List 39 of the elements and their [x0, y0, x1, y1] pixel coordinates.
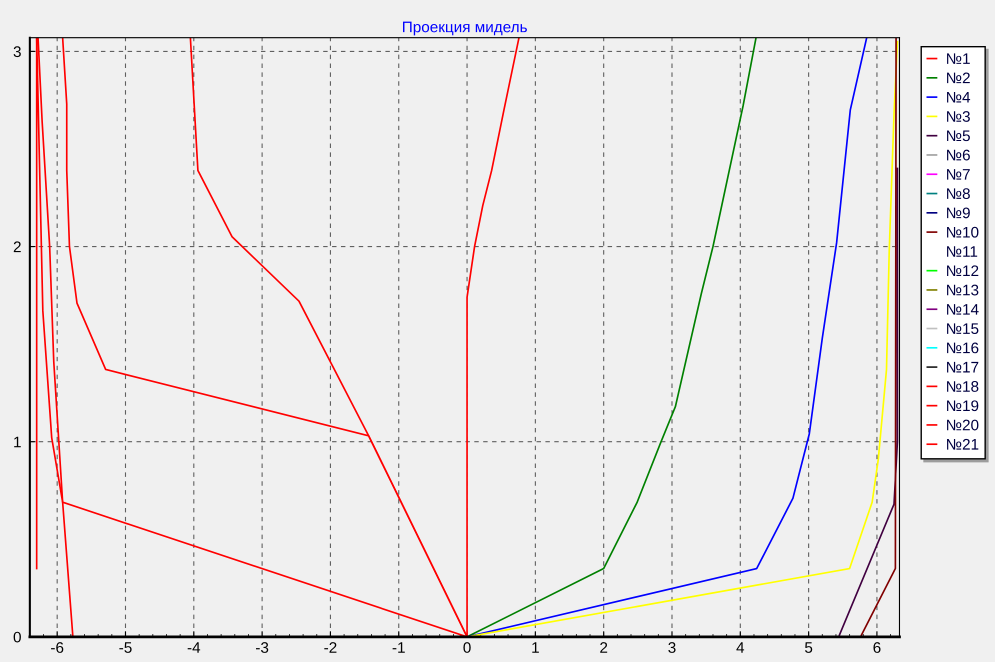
legend-label: №12	[947, 265, 978, 276]
legend-label: №4	[947, 92, 970, 102]
x-tick-label: -2	[324, 642, 336, 653]
y-tick-label: 2	[14, 241, 21, 252]
x-tick-label: 3	[668, 642, 676, 653]
x-tick-label: -6	[51, 642, 64, 653]
x-tick-label: 2	[600, 642, 608, 653]
legend-label: №20	[947, 420, 978, 430]
legend-label: №21	[947, 438, 978, 450]
legend-label: №16	[947, 342, 978, 354]
x-tick-label: -3	[256, 642, 268, 653]
chart-title: Проекция мидель	[403, 22, 527, 36]
x-tick-label: 6	[873, 642, 881, 653]
legend-label: №19	[947, 400, 978, 412]
legend-label: №5	[947, 130, 970, 142]
y-tick-label: 0	[14, 632, 21, 643]
legend-label: №3	[947, 111, 970, 122]
legend-label: №9	[947, 208, 970, 218]
legend-label: №14	[947, 304, 979, 315]
x-tick-label: 0	[463, 642, 471, 653]
legend-label: №17	[947, 362, 978, 372]
text: №11	[947, 246, 978, 257]
x-tick-label: 5	[804, 642, 812, 653]
x-tick-label: -5	[119, 642, 132, 653]
legend-label: №7	[947, 169, 970, 180]
x-tick-label: 1	[532, 642, 539, 653]
x-tick-label: -4	[188, 642, 200, 653]
legend-label: №15	[947, 323, 978, 334]
legend-label: №2	[947, 72, 970, 84]
legend-label: №13	[947, 284, 978, 296]
y-tick-label: 1	[14, 436, 21, 448]
legend-label: №10	[947, 226, 978, 238]
y-tick-label: 3	[14, 46, 21, 58]
legend-label: №8	[947, 188, 970, 200]
legend-label: №18	[947, 381, 978, 392]
legend-label: №1	[947, 53, 970, 64]
x-tick-label: -1	[392, 642, 405, 653]
legend-label: №6	[947, 150, 970, 160]
x-tick-label: 4	[736, 642, 744, 653]
